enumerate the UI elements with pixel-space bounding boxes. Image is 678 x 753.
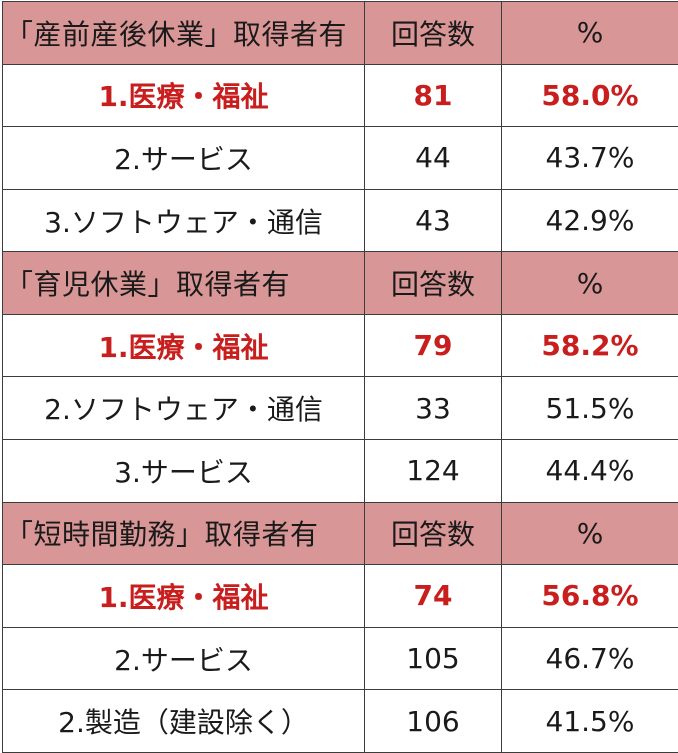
response-percent: 58.0% [501, 63, 678, 128]
percent-column-header: % [501, 501, 678, 566]
industry-label: 2.製造（建設除く） [2, 689, 365, 753]
response-percent: 42.9% [501, 188, 678, 253]
response-count: 79 [364, 313, 502, 378]
response-count: 106 [364, 689, 502, 753]
industry-label: 3.ソフトウェア・通信 [2, 188, 365, 253]
table-row: 3.サービス 124 44.4% [2, 439, 678, 503]
section-title: 「育児休業」取得者有 [2, 251, 365, 315]
response-percent: 51.5% [501, 376, 678, 441]
percent-column-header: % [501, 1, 678, 65]
table-row: 2.サービス 44 43.7% [2, 126, 678, 190]
response-percent: 46.7% [501, 626, 678, 691]
response-percent: 58.2% [501, 313, 678, 378]
industry-label: 2.ソフトウェア・通信 [2, 376, 365, 441]
industry-label: 1.医療・福祉 [2, 313, 365, 378]
table-row: 3.ソフトウェア・通信 43 42.9% [2, 188, 678, 253]
section-title: 「短時間勤務」取得者有 [2, 501, 365, 566]
section-header: 「短時間勤務」取得者有 回答数 % [2, 501, 678, 566]
response-percent: 56.8% [501, 564, 678, 628]
response-count: 43 [364, 188, 502, 253]
response-percent: 43.7% [501, 126, 678, 190]
table-row: 1.医療・福祉 81 58.0% [2, 63, 678, 128]
table-row: 2.ソフトウェア・通信 33 51.5% [2, 376, 678, 441]
table-row: 1.医療・福祉 74 56.8% [2, 564, 678, 628]
response-percent: 44.4% [501, 439, 678, 503]
table-row: 2.製造（建設除く） 106 41.5% [2, 689, 678, 753]
industry-label: 2.サービス [2, 626, 365, 691]
response-percent: 41.5% [501, 689, 678, 753]
count-column-header: 回答数 [364, 501, 502, 566]
response-count: 124 [364, 439, 502, 503]
section-header: 「育児休業」取得者有 回答数 % [2, 251, 678, 315]
response-count: 44 [364, 126, 502, 190]
industry-label: 3.サービス [2, 439, 365, 503]
response-count: 74 [364, 564, 502, 628]
count-column-header: 回答数 [364, 251, 502, 315]
response-count: 33 [364, 376, 502, 441]
section-title: 「産前産後休業」取得者有 [2, 1, 365, 65]
percent-column-header: % [501, 251, 678, 315]
count-column-header: 回答数 [364, 1, 502, 65]
response-count: 81 [364, 63, 502, 128]
industry-label: 1.医療・福祉 [2, 564, 365, 628]
section-header: 「産前産後休業」取得者有 回答数 % [2, 1, 678, 65]
industry-label: 1.医療・福祉 [2, 63, 365, 128]
table-row: 1.医療・福祉 79 58.2% [2, 313, 678, 378]
response-count: 105 [364, 626, 502, 691]
industry-label: 2.サービス [2, 126, 365, 190]
table-row: 2.サービス 105 46.7% [2, 626, 678, 691]
